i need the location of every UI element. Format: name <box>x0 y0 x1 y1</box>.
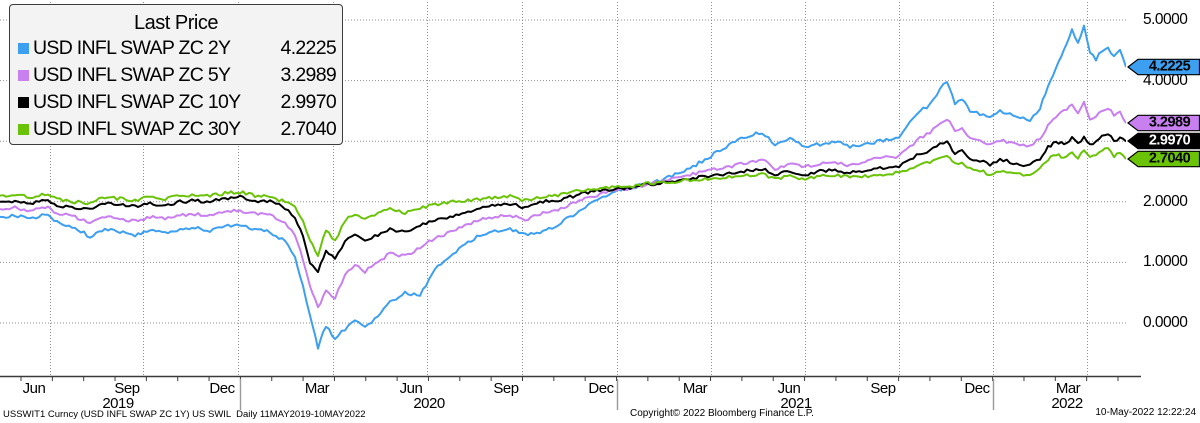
x-axis-month-label: Dec <box>588 380 614 397</box>
last-price-tag: 3.2989 <box>1127 115 1200 132</box>
series-label: USD INFL SWAP ZC 5Y <box>33 64 231 86</box>
series-line <box>0 133 1126 274</box>
x-axis-month-label: Dec <box>209 380 235 397</box>
series-label: USD INFL SWAP ZC 2Y <box>33 37 231 59</box>
x-axis-month-label: Sep <box>870 380 896 397</box>
series-label: USD INFL SWAP ZC 10Y <box>33 91 241 113</box>
price-tag-value: 2.7040 <box>1148 150 1191 167</box>
y-axis-label: 2.0000 <box>1143 192 1188 210</box>
last-price-tag: 4.2225 <box>1127 59 1200 76</box>
legend-row-usd-infl-swap-zc-10y[interactable]: USD INFL SWAP ZC 10Y 2.9970 <box>10 89 342 116</box>
x-axis-month-label: Sep <box>493 380 519 397</box>
chart-legend: Last Price USD INFL SWAP ZC 2Y 4.2225 USD … <box>9 4 343 145</box>
series-last-value: 4.2225 <box>280 37 337 59</box>
x-axis-month-label: Dec <box>964 380 990 397</box>
series-label: USD INFL SWAP ZC 30Y <box>33 118 241 140</box>
x-axis-month-label: Jun <box>777 380 801 397</box>
timestamp-text: 10-May-2022 12:22:24 <box>1095 407 1196 418</box>
x-axis-month-label: Mar <box>682 380 708 397</box>
y-axis-label: 5.0000 <box>1143 11 1188 28</box>
series-marker-icon <box>18 124 29 135</box>
last-price-tag: 2.7040 <box>1127 151 1200 168</box>
x-axis-year-label: 2020 <box>413 395 445 412</box>
price-tag-value: 4.2225 <box>1148 58 1191 75</box>
series-last-value: 2.9970 <box>280 91 337 113</box>
x-axis-month-label: Mar <box>304 380 330 397</box>
series-line <box>0 24 1126 350</box>
x-axis-year-label: 2019 <box>102 395 134 412</box>
y-axis-label: 1.0000 <box>1143 253 1188 271</box>
series-last-value: 2.7040 <box>280 118 337 140</box>
legend-row-usd-infl-swap-zc-2y[interactable]: USD INFL SWAP ZC 2Y 4.2225 <box>10 35 342 62</box>
price-tag-value: 2.9970 <box>1148 132 1191 149</box>
legend-row-usd-infl-swap-zc-5y[interactable]: USD INFL SWAP ZC 5Y 3.2989 <box>10 62 342 89</box>
x-axis-month-label: Sep <box>114 380 140 397</box>
y-axis-label: 0.0000 <box>1143 314 1188 331</box>
series-marker-icon <box>18 70 29 81</box>
x-axis-month-label: Mar <box>1055 380 1081 397</box>
copyright-text: Copyright© 2022 Bloomberg Finance L.P. <box>630 408 814 419</box>
x-axis-month-label: Jun <box>22 380 46 397</box>
x-axis-year-label: 2021 <box>780 395 812 412</box>
y-axis-label: 4.0000 <box>1143 71 1188 89</box>
price-tag-value: 3.2989 <box>1148 114 1191 131</box>
legend-rows: USD INFL SWAP ZC 2Y 4.2225 USD INFL SWAP Z… <box>10 35 342 143</box>
series-last-value: 3.2989 <box>280 64 337 86</box>
series-marker-icon <box>18 97 29 108</box>
security-description-text: USSWIT1 Curncy (USD INFL SWAP ZC 1Y) US … <box>3 409 366 420</box>
series-marker-icon <box>18 43 29 54</box>
legend-title: Last Price <box>134 12 218 34</box>
series-line <box>0 100 1126 309</box>
x-axis-month-label: Jun <box>399 380 423 397</box>
series-line <box>0 147 1126 257</box>
legend-row-usd-infl-swap-zc-30y[interactable]: USD INFL SWAP ZC 30Y 2.7040 <box>10 116 342 143</box>
last-price-tag: 2.9970 <box>1127 133 1200 150</box>
x-axis-year-label: 2022 <box>1051 395 1083 412</box>
